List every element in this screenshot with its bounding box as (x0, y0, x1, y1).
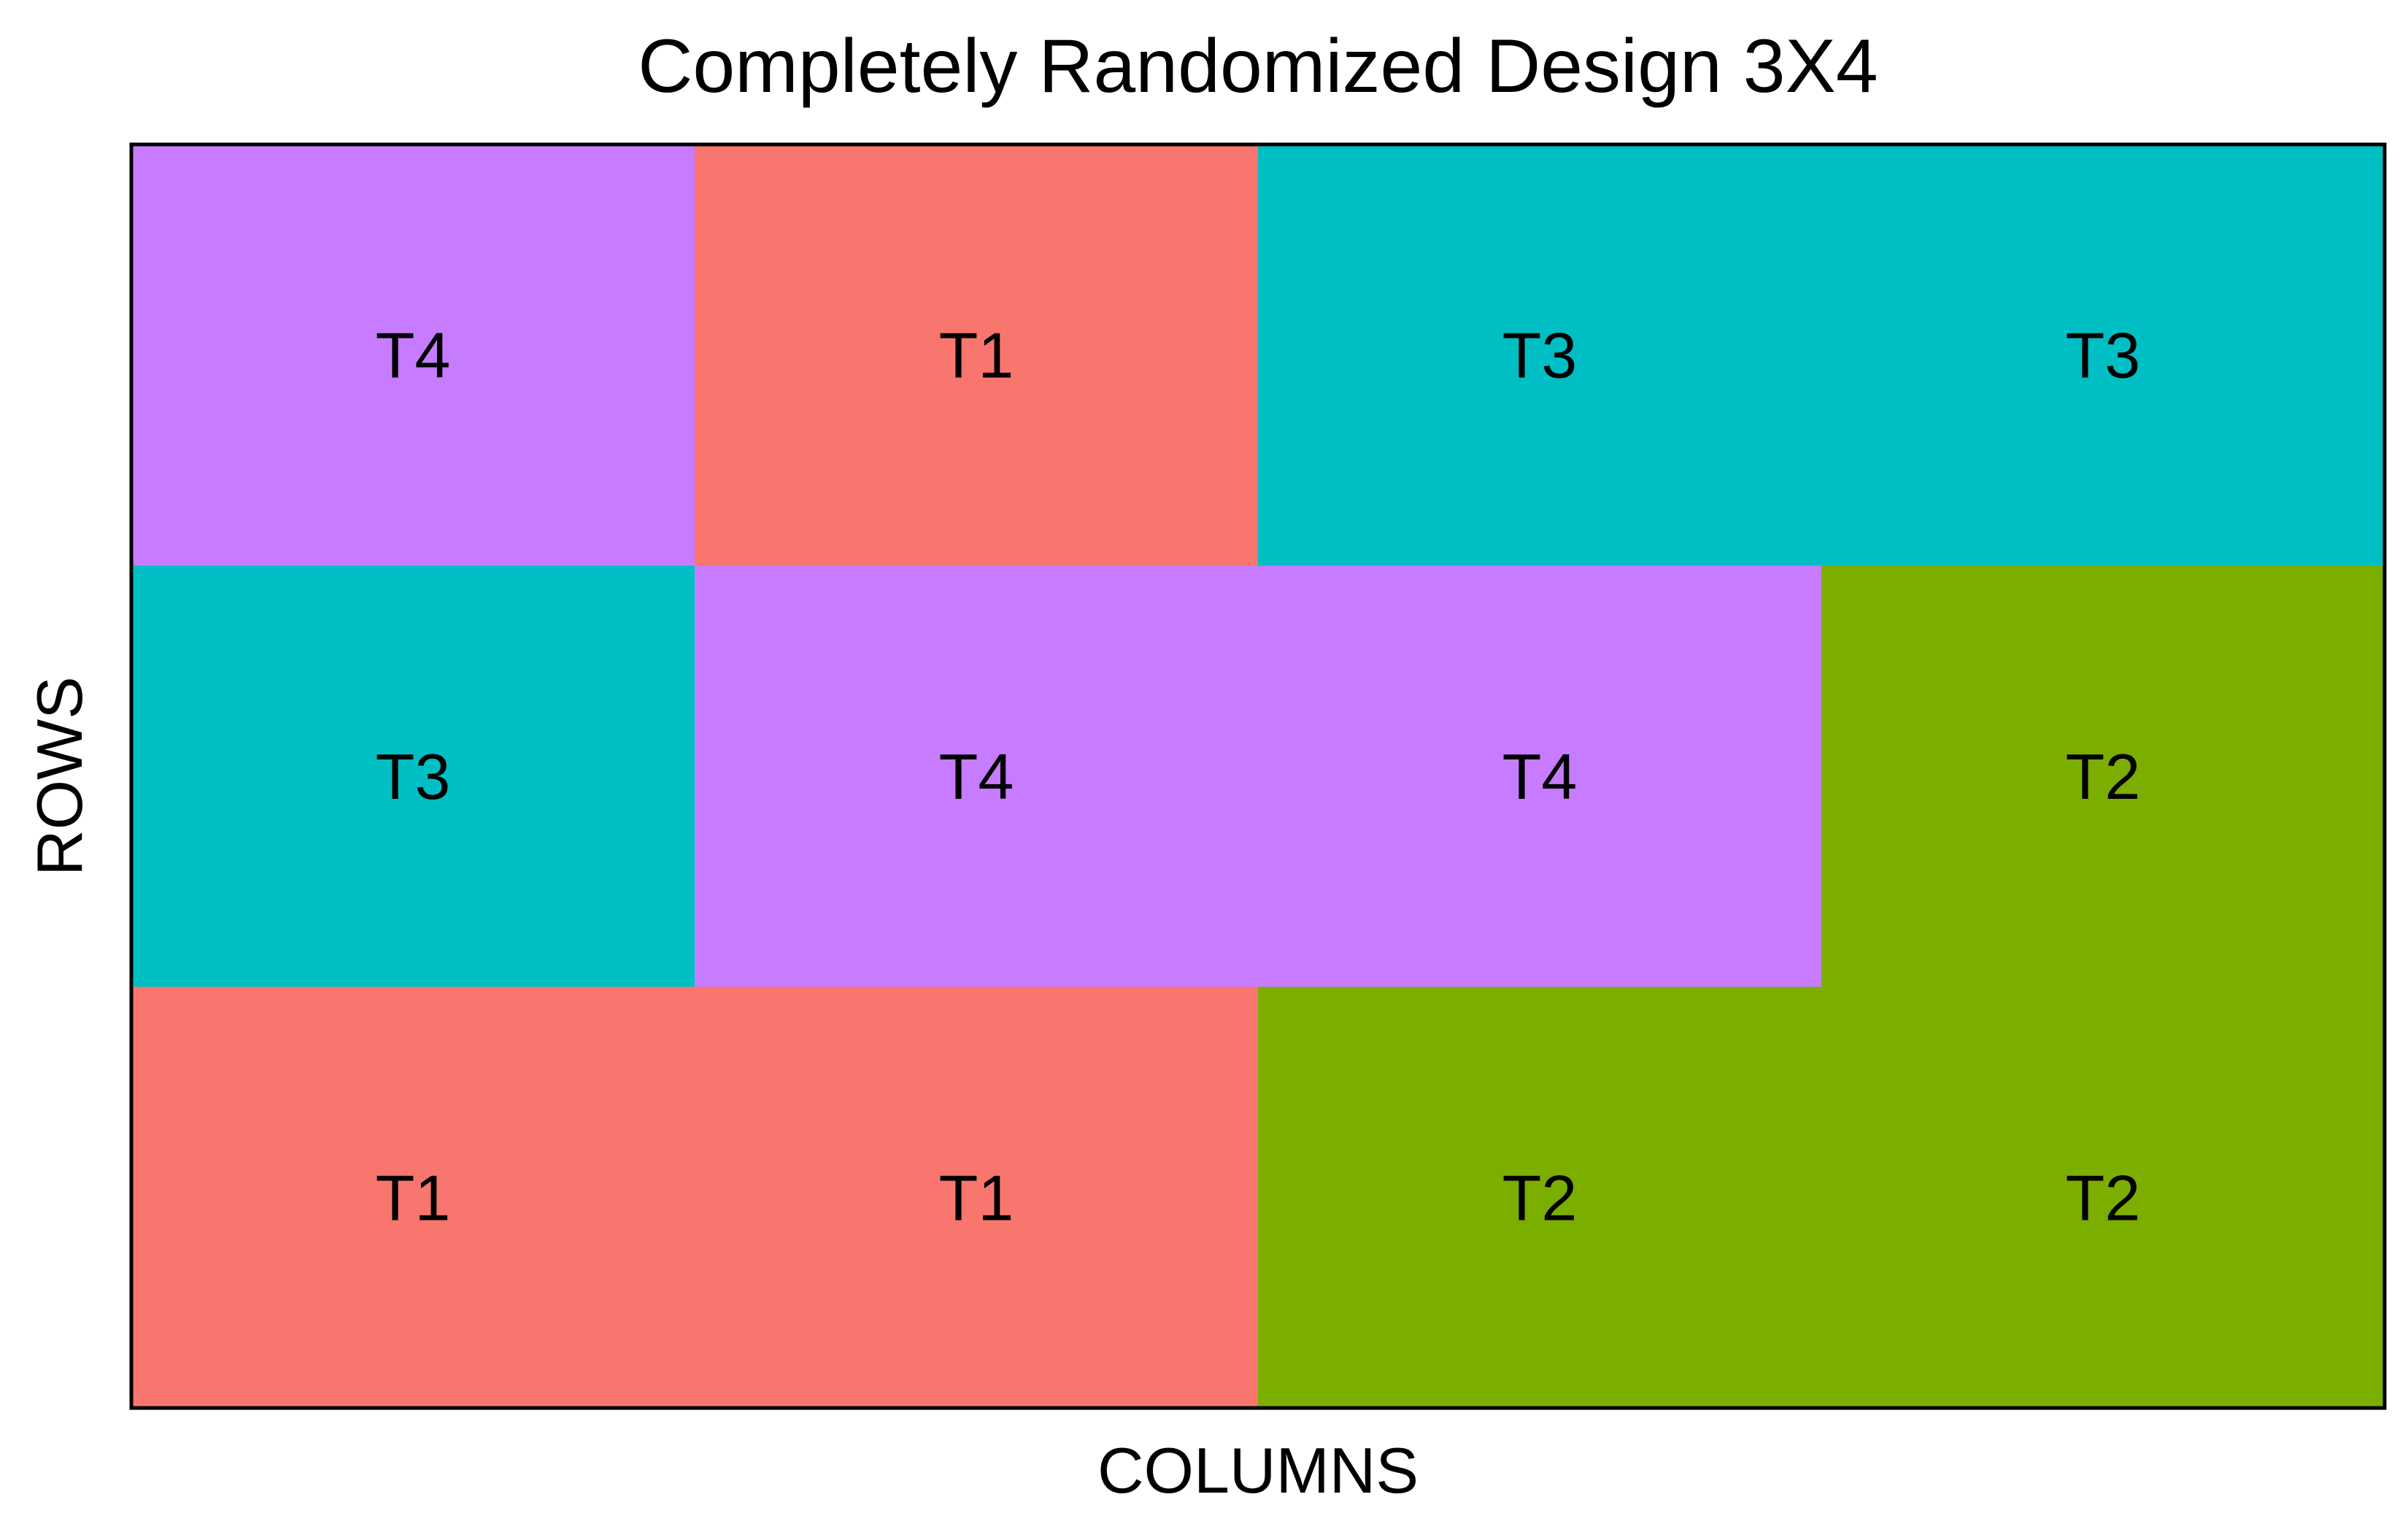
cells-layer (131, 144, 2385, 1409)
cell-r3-c3 (1258, 986, 1822, 1409)
cell-label-r3-c2: T1 (939, 1161, 1014, 1234)
cell-r1-c1 (131, 144, 695, 566)
cell-label-r2-c2: T4 (939, 740, 1014, 813)
cell-r2-c1 (131, 565, 695, 988)
cell-label-r1-c3: T3 (1502, 320, 1578, 392)
cell-r2-c3 (1258, 565, 1822, 988)
cell-label-r2-c3: T4 (1502, 740, 1578, 813)
cell-label-r3-c4: T2 (2066, 1161, 2141, 1234)
cell-r1-c3 (1258, 144, 1822, 566)
cell-labels-layer: T4 T1 T3 T3 T3 T4 T4 T2 T1 T1 T2 T2 (376, 320, 2141, 1234)
cell-r3-c2 (695, 986, 1259, 1409)
cell-r2-c2 (695, 565, 1259, 988)
cell-label-r1-c1: T4 (376, 320, 451, 392)
cell-label-r3-c1: T1 (376, 1161, 451, 1234)
cell-label-r2-c1: T3 (376, 740, 451, 813)
cell-label-r1-c2: T1 (939, 320, 1014, 392)
cell-label-r1-c4: T3 (2066, 320, 2141, 392)
cell-label-r3-c3: T2 (1502, 1161, 1578, 1234)
chart-title: Completely Randomized Design 3X4 (638, 24, 1878, 109)
x-axis-label: COLUMNS (1097, 1434, 1419, 1506)
cell-label-r2-c4: T2 (2066, 740, 2141, 813)
cell-r3-c4 (1821, 986, 2385, 1409)
cell-r3-c1 (131, 986, 695, 1409)
cell-r2-c4 (1821, 565, 2385, 988)
cell-r1-c2 (695, 144, 1259, 566)
plot-border (129, 142, 2387, 1410)
y-axis-label: ROWS (23, 676, 96, 876)
cell-r1-c4 (1821, 144, 2385, 566)
